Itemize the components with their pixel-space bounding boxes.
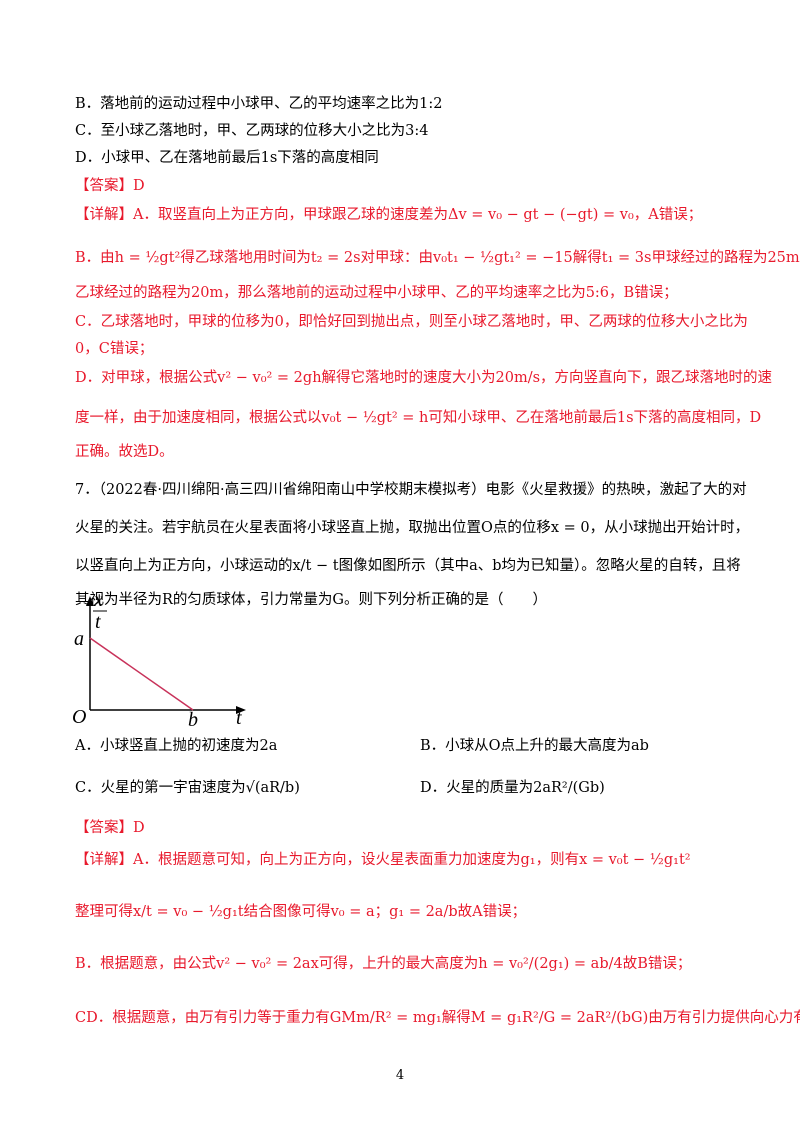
explanation-line: 整理可得x/t = v₀ − ½g₁t结合图像可得v₀ = a；g₁ = 2a/…	[75, 904, 527, 920]
explanation-line: 【详解】A．取竖直向上为正方向，甲球跟乙球的速度差为Δv = v₀ − gt −…	[75, 207, 703, 223]
figure: x t a O b t	[72, 590, 246, 730]
stem-line: 火星的关注。若宇航员在火星表面将小球竖直上抛，取抛出位置O点的位移x = 0，从…	[75, 520, 750, 536]
y-arrow	[86, 596, 94, 606]
option: C．火星的第一宇宙速度为√(aR/b)	[75, 780, 300, 796]
page-number: 4	[395, 1068, 405, 1083]
answer: 【答案】D	[75, 178, 145, 194]
explanation-line: B．根据题意，由公式v² − v₀² = 2ax可得，上升的最大高度为h = v…	[75, 956, 692, 972]
graph-line	[89, 637, 194, 711]
y-label-den: t	[95, 611, 101, 633]
y-label-num: x	[93, 590, 103, 611]
option: B．小球从O点上升的最大高度为ab	[420, 738, 649, 754]
explanation-line: B．由h = ½gt²得乙球落地用时间为t₂ = 2s对甲球：由v₀t₁ − ½…	[75, 250, 800, 266]
stem-line: 以竖直向上为正方向，小球运动的x/t − t图像如图所示（其中a、b均为已知量）…	[75, 558, 741, 574]
explanation-line: 0，C错误；	[75, 341, 154, 357]
answer: 【答案】D	[75, 820, 145, 836]
option: A．小球竖直上抛的初速度为2a	[75, 738, 278, 754]
explanation-line: 乙球经过的路程为20m，那么落地前的运动过程中小球甲、乙的平均速率之比为5:6，…	[75, 285, 678, 301]
y-intercept-label: a	[74, 628, 84, 650]
explanation-line: CD．根据题意，由万有引力等于重力有GMm/R² = mg₁解得M = g₁R²…	[75, 1010, 800, 1026]
x-axis-label: t	[236, 707, 242, 729]
stem-line: 其视为半径为R的匀质球体，引力常量为G。则下列分析正确的是（ ）	[75, 592, 547, 608]
option: D．小球甲、乙在落地前最后1s下落的高度相同	[75, 150, 379, 166]
option: C．至小球乙落地时，甲、乙两球的位移大小之比为3:4	[75, 123, 429, 139]
explanation-line: 度一样，由于加速度相同，根据公式以v₀t − ½gt² = h可知小球甲、乙在落…	[75, 410, 762, 426]
option: D．火星的质量为2aR²/(Gb)	[420, 780, 605, 796]
option: B．落地前的运动过程中小球甲、乙的平均速率之比为1:2	[75, 96, 443, 112]
explanation-line: C．乙球落地时，甲球的位移为0，即恰好回到抛出点，则至小球乙落地时，甲、乙两球的…	[75, 314, 748, 330]
explanation-line: 【详解】A．根据题意可知，向上为正方向，设火星表面重力加速度为g₁，则有x = …	[75, 852, 691, 868]
stem-line: 7．（2022春·四川绵阳·高三四川省绵阳南山中学校期末模拟考）电影《火星救援》…	[75, 482, 747, 498]
explanation-line: 正确。故选D。	[75, 444, 174, 460]
origin-label: O	[72, 706, 86, 728]
explanation-line: D．对甲球，根据公式v² − v₀² = 2gh解得它落地时的速度大小为20m/…	[75, 370, 773, 386]
x-arrow	[236, 706, 246, 714]
x-intercept-label: b	[188, 709, 198, 730]
